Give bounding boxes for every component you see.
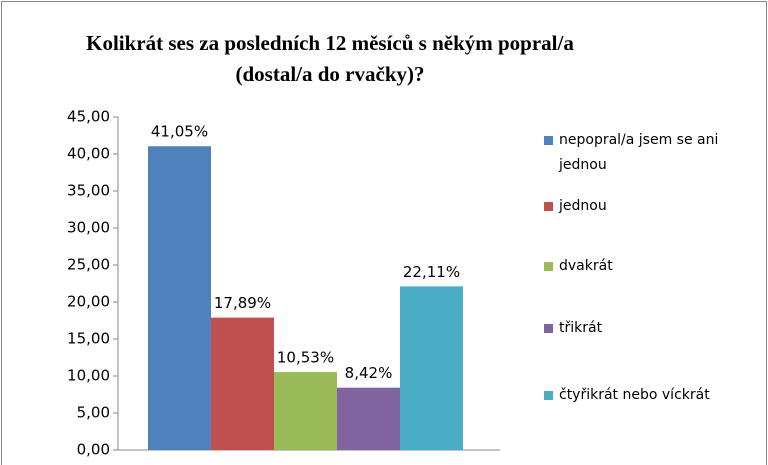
legend-swatch: [544, 262, 553, 271]
legend-label: jednou: [559, 198, 607, 214]
y-tick-label: 25,00: [67, 256, 110, 274]
bar: [148, 146, 211, 451]
bar: [337, 387, 400, 450]
legend-label: čtyřikrát nebo víckrát: [559, 387, 710, 403]
data-label: 17,89%: [214, 294, 271, 312]
legend-swatch: [544, 391, 553, 400]
y-tick-label: 35,00: [67, 182, 110, 200]
y-tick-label: 5,00: [77, 404, 110, 422]
y-tick-label: 45,00: [67, 108, 110, 126]
legend-label: nepopral/a jsem se ani jednou: [559, 132, 719, 173]
chart-title: Kolikrát ses za posledních 12 měsíců s n…: [86, 31, 574, 86]
data-label: 22,11%: [403, 263, 460, 281]
legend-swatch: [544, 136, 553, 145]
y-tick-label: 30,00: [67, 219, 110, 237]
legend-item: dvakrát: [544, 254, 754, 279]
bar: [211, 317, 274, 450]
legend-item: jednou: [544, 194, 754, 219]
legend-item: čtyřikrát nebo víckrát: [544, 383, 754, 408]
bar: [400, 286, 463, 450]
y-tick-label: 0,00: [77, 441, 110, 459]
bar: [274, 372, 337, 450]
legend-item: nepopral/a jsem se ani jednou: [544, 128, 754, 178]
data-label: 10,53%: [277, 349, 334, 367]
data-label: 8,42%: [345, 364, 393, 382]
legend-label: dvakrát: [559, 258, 613, 274]
legend-item: třikrát: [544, 316, 754, 341]
y-tick-label: 20,00: [67, 293, 110, 311]
legend: nepopral/a jsem se ani jednou jednou dvakr…: [544, 128, 754, 408]
legend-swatch: [544, 202, 553, 211]
data-label: 41,05%: [151, 123, 208, 141]
y-tick-label: 15,00: [67, 330, 110, 348]
y-tick-label: 10,00: [67, 367, 110, 385]
legend-label: třikrát: [559, 320, 603, 336]
y-tick-label: 40,00: [67, 145, 110, 163]
legend-swatch: [544, 324, 553, 333]
